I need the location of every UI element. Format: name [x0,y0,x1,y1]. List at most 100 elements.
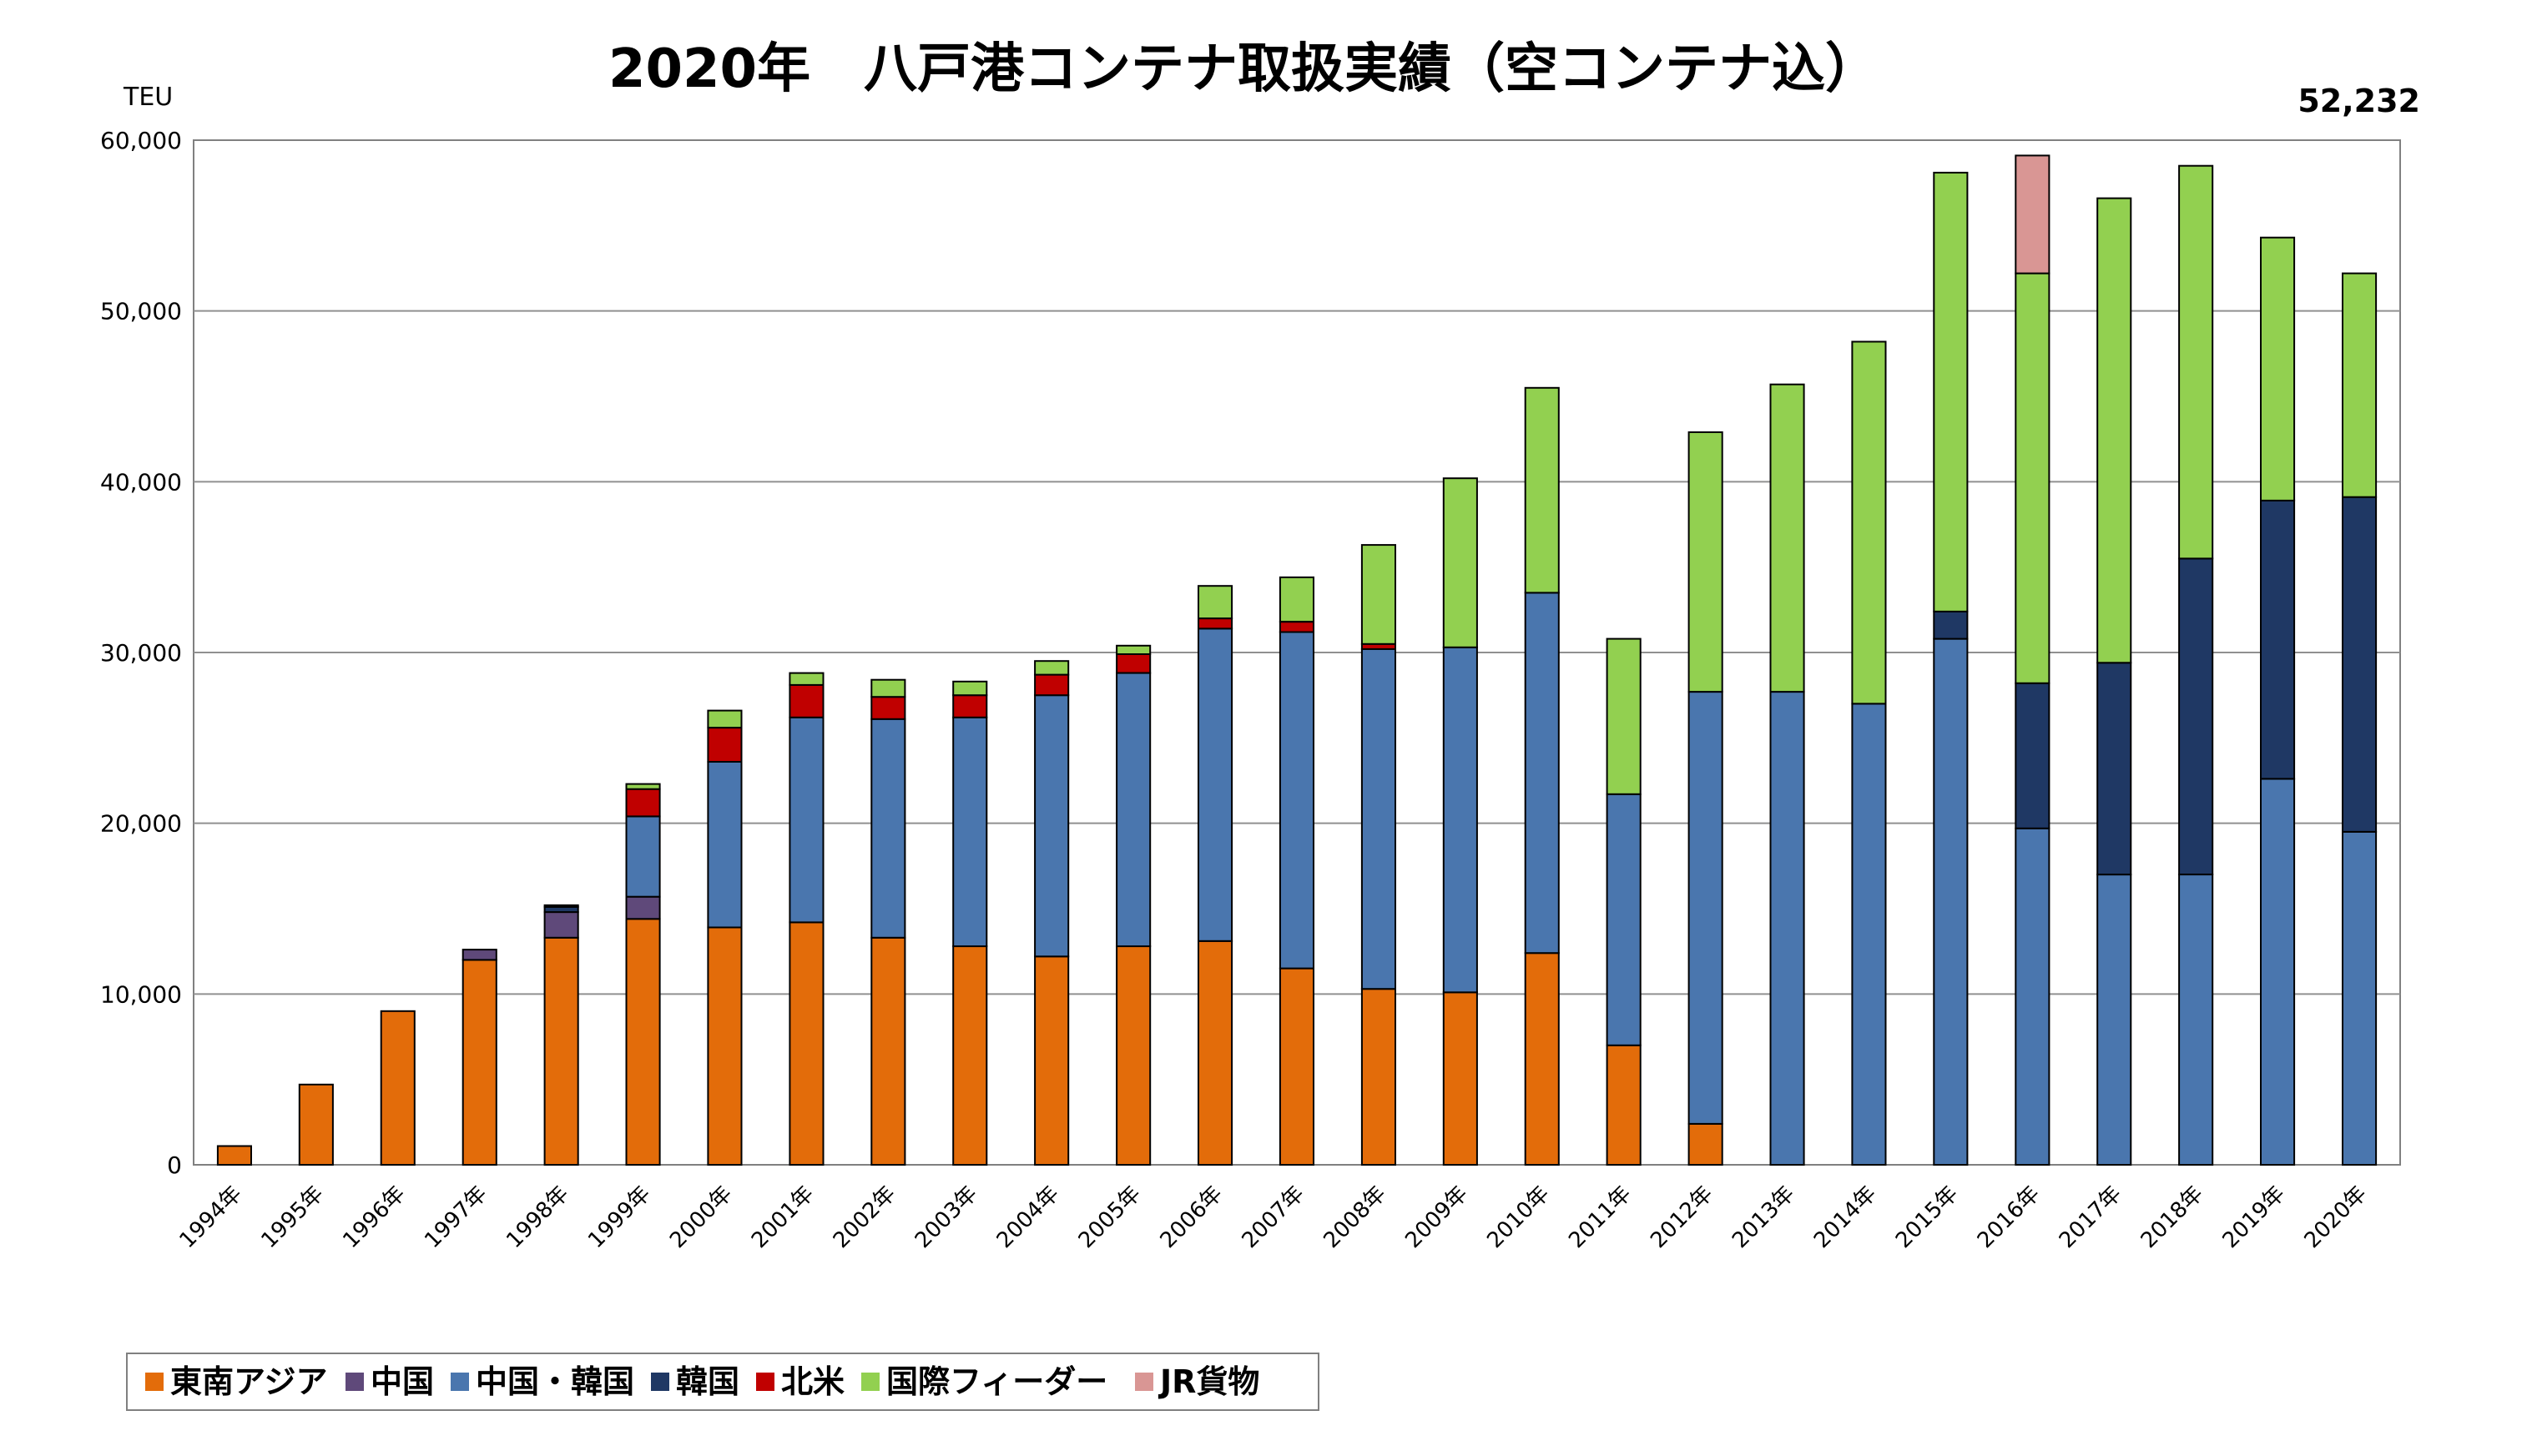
x-tick-label: 1999年 [583,1181,655,1253]
x-tick-label: 2010年 [1482,1181,1554,1253]
bar-segment [1279,967,1315,1166]
bar-segment [1116,653,1152,674]
bar-segment [625,783,661,790]
bar-segment [2342,496,2378,833]
bar-segment [1933,637,1969,1166]
bar-segment [707,761,743,929]
bar-segment [2015,272,2050,684]
x-tick-label: 1994年 [175,1181,247,1253]
bar-segment [952,680,988,697]
bar-segment [298,1083,334,1166]
bar-segment [1198,617,1233,630]
bar-segment [952,716,988,948]
x-tick-label: 2006年 [1156,1181,1228,1253]
legend-item: 韓国 [651,1363,739,1400]
bar-segment [2096,874,2132,1166]
legend-swatch [346,1373,364,1391]
bar-segment [789,716,825,924]
legend-label: 東南アジア [170,1363,327,1400]
bar-segment [2178,557,2214,876]
bar-segment [1360,988,1397,1166]
bar-segment [2260,236,2296,501]
bar-segment [1606,637,1642,795]
bar-segment [1606,793,1642,1046]
bar-segment [1198,627,1233,942]
legend-item: 東南アジア [145,1363,327,1400]
legend-item: 北米 [756,1363,845,1400]
x-tick-label: 2019年 [2218,1181,2290,1253]
bar-segment [1034,955,1070,1166]
bar-stack-group [216,154,2378,1166]
bar-segment [1769,383,1805,693]
bar-segment [543,904,579,908]
y-axis-ticks: 0 10,000 20,000 30,000 40,000 50,000 60,000 [100,127,182,1179]
legend-swatch [145,1373,164,1391]
bar-segment [2015,682,2050,829]
legend-box [126,1353,1319,1411]
x-tick-label: 2014年 [1809,1181,1881,1253]
bar-segment [1198,940,1233,1166]
legend-item: 中国 [346,1363,434,1400]
legend: 東南アジア 中国 中国・韓国 韓国 北米 国際フィーダー JR貨物 [126,1353,1319,1411]
bar-segment [952,945,988,1166]
bar-segment [1524,386,1560,594]
bar-segment [543,906,579,914]
bar-segment [2260,499,2296,780]
y-tick-label: 60,000 [100,127,182,154]
legend-item: JR貨物 [1135,1363,1259,1400]
bar-segment [1279,621,1315,633]
legend-swatch [861,1373,880,1391]
bar-segment [380,1010,416,1166]
bar-segment [543,936,579,1166]
x-tick-label: 1997年 [420,1181,492,1253]
bar-segment [870,718,906,939]
bar-segment [1851,703,1887,1166]
bar-segment [543,911,579,939]
x-tick-label: 2011年 [1564,1181,1636,1253]
bar-segment [1360,544,1397,645]
bar-segment [1442,646,1478,994]
chart-title: 2020年 八戸港コンテナ取扱実績（空コンテナ込） [608,38,1879,100]
bar-segment [1687,691,1723,1125]
bar-segment [1606,1044,1642,1166]
bar-segment [1198,585,1233,620]
bar-segment [1687,1122,1723,1166]
legend-swatch [651,1373,669,1391]
x-axis-ticks: 1994年 1995年 1996年 1997年 1998年 1999年 2000年 2001年… [175,1181,2372,1253]
legend-label: 中国 [371,1363,434,1400]
bar-segment [2015,154,2050,275]
bar-segment [216,1145,252,1166]
bar-segment [1279,576,1315,623]
x-tick-label: 2009年 [1400,1181,1472,1253]
bar-segment [2178,874,2214,1166]
y-tick-label: 20,000 [100,810,182,838]
legend-label: 中国・韓国 [476,1363,634,1400]
bar-segment [1442,477,1478,648]
bar-segment [789,921,825,1166]
y-tick-label: 50,000 [100,298,182,325]
bar-segment [2342,272,2378,498]
x-tick-label: 2012年 [1646,1181,1717,1253]
legend-item: 中国・韓国 [451,1363,634,1400]
bar-segment [1116,945,1152,1166]
x-tick-label: 2020年 [2300,1181,2372,1253]
bar-segment [2342,830,2378,1166]
bar-segment [1933,171,1969,612]
x-tick-label: 1995年 [256,1181,328,1253]
bar-segment [1933,610,1969,640]
bar-segment [1769,691,1805,1166]
bar-segment [1442,991,1478,1166]
bar-segment [625,788,661,818]
bar-segment [1687,431,1723,693]
bar-segment [2096,662,2132,876]
bar-segment [789,672,825,686]
y-axis-unit-label: TEU [123,83,173,112]
legend-swatch [451,1373,469,1391]
x-tick-label: 2008年 [1319,1181,1390,1253]
x-tick-label: 2000年 [665,1181,737,1253]
x-tick-label: 2005年 [1074,1181,1146,1253]
bar-segment [1116,672,1152,948]
bar-segment [707,727,743,763]
bar-segment [1034,673,1070,697]
